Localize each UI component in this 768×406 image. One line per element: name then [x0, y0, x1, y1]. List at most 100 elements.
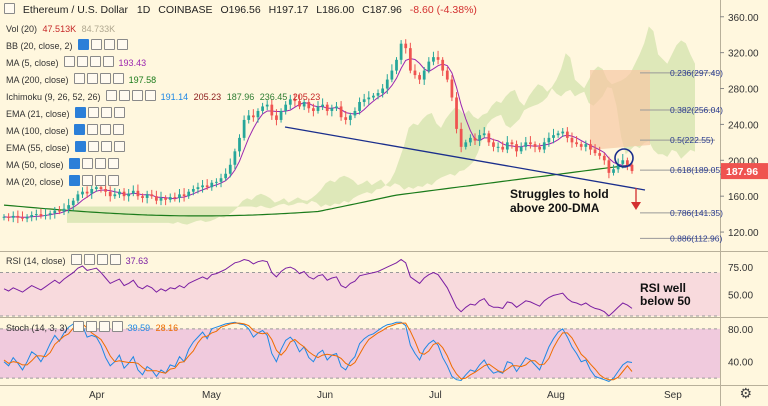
interval-label[interactable]: 1D	[136, 4, 151, 16]
candle-body	[584, 144, 588, 147]
candle-body	[616, 163, 620, 170]
more-icon[interactable]	[108, 158, 120, 169]
visibility-icon[interactable]	[106, 90, 118, 101]
candle-body	[164, 197, 167, 200]
more-icon[interactable]	[113, 73, 125, 84]
visibility-icon[interactable]	[73, 321, 85, 332]
candle-body	[187, 191, 191, 197]
legend-ichimoku-v3: 187.96	[226, 92, 255, 102]
more-icon[interactable]	[145, 90, 157, 101]
candle-body	[330, 108, 334, 111]
settings-icon[interactable]	[91, 39, 103, 50]
settings-icon[interactable]	[82, 175, 94, 186]
close-icon[interactable]	[101, 107, 113, 118]
settings-icon[interactable]	[88, 141, 100, 152]
settings-icon[interactable]	[86, 321, 98, 332]
ohlc-close: C187.96	[362, 4, 402, 16]
settings-icon[interactable]	[87, 124, 99, 135]
candle-body	[385, 79, 389, 89]
legend-ema55[interactable]: EMA (55, close)	[6, 141, 127, 156]
close-icon[interactable]	[101, 141, 113, 152]
legend-ema21-label: EMA (21, close)	[6, 109, 70, 119]
visibility-icon[interactable]	[74, 124, 86, 135]
legend-ma200[interactable]: MA (200, close) 197.58	[6, 73, 159, 88]
more-icon[interactable]	[113, 124, 125, 135]
visibility-icon[interactable]	[69, 158, 81, 169]
candle-body	[48, 213, 52, 216]
candle-body	[432, 57, 435, 62]
close-icon[interactable]	[132, 90, 144, 101]
visibility-icon[interactable]	[74, 73, 86, 84]
legend-ema21[interactable]: EMA (21, close)	[6, 107, 127, 122]
ichimoku-cloud-bearish	[590, 70, 650, 150]
candle-body	[136, 190, 140, 197]
candle-body	[496, 146, 500, 148]
time-tick-label: Jul	[429, 390, 442, 401]
candle-body	[612, 169, 615, 173]
legend-ichimoku[interactable]: Ichimoku (9, 26, 52, 26) 191.14 205.23 1…	[6, 90, 323, 105]
rsi-band	[0, 272, 720, 316]
legend-bb[interactable]: BB (20, close, 2)	[6, 39, 130, 54]
settings-icon[interactable]	[88, 107, 100, 118]
more-icon[interactable]	[108, 175, 120, 186]
candle-body	[2, 216, 6, 218]
price-tick-label: 120.00	[728, 228, 759, 239]
close-icon[interactable]	[100, 124, 112, 135]
close-icon[interactable]	[95, 158, 107, 169]
legend-vol-label: Vol (20)	[6, 24, 38, 34]
more-icon[interactable]	[114, 141, 126, 152]
settings-icon[interactable]	[87, 73, 99, 84]
close-icon[interactable]	[95, 175, 107, 186]
candle-body	[607, 160, 611, 173]
visibility-icon[interactable]	[78, 39, 90, 50]
legend-stoch-d: 28.16	[155, 323, 179, 333]
legend-rsi[interactable]: RSI (14, close) 37.63	[6, 254, 151, 269]
legend-ma100[interactable]: MA (100, close)	[6, 124, 126, 139]
candle-body	[478, 135, 481, 141]
legend-vol[interactable]: Vol (20) 47.513K 84.733K	[6, 22, 118, 37]
visibility-icon[interactable]	[64, 56, 76, 67]
legend-ma50[interactable]: MA (50, close)	[6, 158, 121, 173]
more-icon[interactable]	[114, 107, 126, 118]
candle-body	[233, 151, 237, 165]
legend-ma5[interactable]: MA (5, close) 193.43	[6, 56, 149, 71]
legend-stoch[interactable]: Stoch (14, 3, 3) 39.59 28.16	[6, 321, 181, 336]
candle-body	[21, 217, 24, 219]
candle-body	[436, 57, 440, 60]
candle-body	[201, 185, 204, 188]
candle-body	[515, 144, 518, 152]
more-icon[interactable]	[103, 56, 115, 67]
close-icon[interactable]	[104, 39, 116, 50]
collapse-icon[interactable]	[4, 3, 15, 14]
settings-icon[interactable]	[84, 254, 96, 265]
candle-body	[524, 142, 528, 147]
candle-body	[482, 133, 486, 136]
legend-ma200-value: 197.58	[128, 75, 157, 85]
settings-icon[interactable]	[82, 158, 94, 169]
gear-icon[interactable]: ⚙	[739, 385, 752, 401]
legend-ma20[interactable]: MA (20, close)	[6, 175, 121, 190]
legend-ma100-label: MA (100, close)	[6, 126, 69, 136]
close-icon[interactable]	[97, 254, 109, 265]
visibility-icon[interactable]	[69, 175, 81, 186]
more-icon[interactable]	[112, 321, 124, 332]
candle-body	[630, 164, 634, 172]
stoch-tick-label: 40.00	[728, 358, 753, 369]
settings-icon[interactable]	[119, 90, 131, 101]
close-icon[interactable]	[99, 321, 111, 332]
close-icon[interactable]	[100, 73, 112, 84]
visibility-icon[interactable]	[75, 107, 87, 118]
more-icon[interactable]	[117, 39, 129, 50]
candle-body	[533, 144, 537, 147]
more-icon[interactable]	[110, 254, 122, 265]
visibility-icon[interactable]	[75, 141, 87, 152]
candle-body	[325, 104, 329, 111]
settings-icon[interactable]	[77, 56, 89, 67]
close-icon[interactable]	[90, 56, 102, 67]
candle-body	[118, 191, 121, 195]
price-tick-label: 160.00	[728, 192, 759, 203]
legend-vol-value2: 84.733K	[81, 24, 116, 34]
visibility-icon[interactable]	[71, 254, 83, 265]
